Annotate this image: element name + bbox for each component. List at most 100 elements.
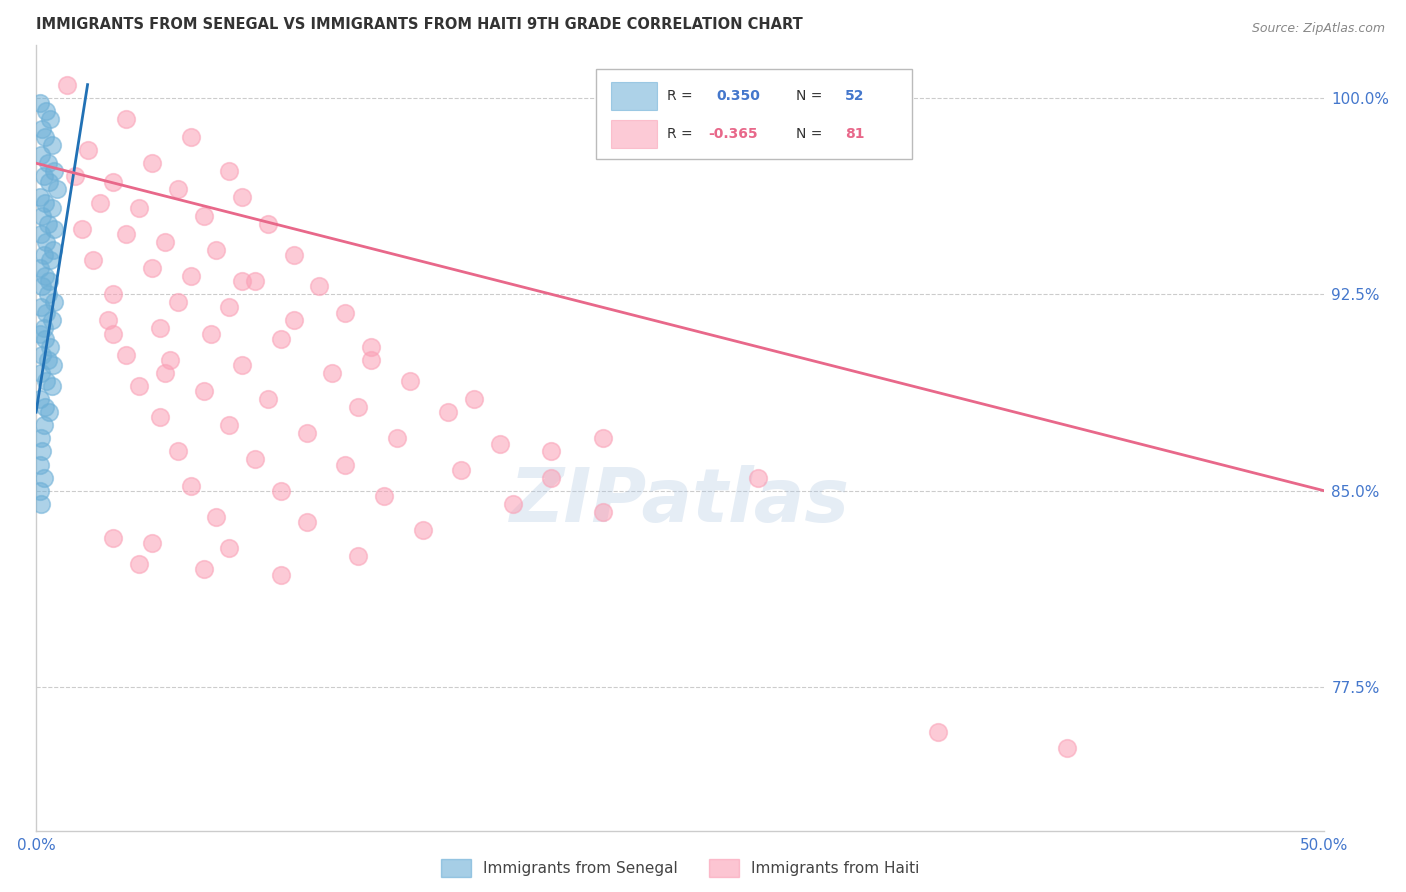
Point [28, 261, 51, 276]
Point [42, 358, 65, 372]
Point [540, 471, 562, 485]
Point [97, 313, 120, 327]
Point [32, 471, 55, 485]
Point [141, 261, 163, 276]
Point [141, 536, 163, 550]
Point [38, 274, 60, 288]
Point [39, 340, 62, 354]
Point [30, 497, 52, 511]
Point [28, 392, 51, 406]
Point [463, 392, 485, 406]
Point [592, 505, 614, 519]
Point [41, 379, 63, 393]
Point [37, 217, 59, 231]
Point [218, 164, 240, 178]
Point [360, 340, 382, 354]
Point [257, 392, 280, 406]
Point [437, 405, 460, 419]
Point [28, 190, 51, 204]
Point [141, 156, 163, 170]
Point [205, 243, 228, 257]
Point [41, 313, 63, 327]
FancyBboxPatch shape [610, 82, 657, 111]
Point [103, 326, 125, 341]
Point [31, 444, 53, 458]
Point [35, 235, 58, 249]
Point [205, 510, 228, 524]
Point [37, 156, 59, 170]
Point [270, 567, 292, 582]
Point [38, 405, 60, 419]
Point [63, 169, 86, 184]
Point [72, 221, 94, 235]
Point [747, 471, 769, 485]
Point [283, 313, 305, 327]
Point [927, 724, 949, 739]
Point [166, 444, 188, 458]
Text: IMMIGRANTS FROM SENEGAL VS IMMIGRANTS FROM HAITI 9TH GRADE CORRELATION CHART: IMMIGRANTS FROM SENEGAL VS IMMIGRANTS FR… [37, 17, 803, 32]
Text: -0.365: -0.365 [709, 127, 758, 141]
Point [30, 366, 52, 380]
Point [412, 523, 434, 537]
Point [231, 274, 253, 288]
Point [149, 321, 172, 335]
Point [502, 497, 524, 511]
Point [128, 557, 150, 571]
Point [30, 431, 52, 445]
Point [45, 182, 67, 196]
Point [1056, 740, 1078, 755]
Point [295, 515, 318, 529]
Point [231, 190, 253, 204]
Point [28, 458, 51, 472]
Point [103, 175, 125, 189]
Point [335, 458, 357, 472]
Point [28, 95, 51, 110]
Text: ZIPatlas: ZIPatlas [510, 465, 851, 538]
Point [385, 431, 408, 445]
Point [450, 463, 472, 477]
Point [89, 195, 111, 210]
Point [32, 418, 55, 433]
Point [37, 352, 59, 367]
Point [128, 379, 150, 393]
Point [592, 431, 614, 445]
Point [243, 452, 266, 467]
Point [218, 301, 240, 315]
Point [283, 248, 305, 262]
Point [149, 410, 172, 425]
Point [28, 483, 51, 498]
FancyBboxPatch shape [596, 69, 912, 160]
Point [39, 112, 62, 126]
Point [115, 347, 138, 361]
Point [35, 374, 58, 388]
Point [31, 209, 53, 223]
Point [166, 182, 188, 196]
Point [218, 418, 240, 433]
Point [153, 366, 176, 380]
Point [42, 243, 65, 257]
Point [159, 352, 181, 367]
Point [42, 221, 65, 235]
Point [347, 549, 370, 564]
Point [218, 541, 240, 556]
Point [35, 103, 58, 118]
Point [30, 301, 52, 315]
Point [193, 562, 215, 576]
Point [82, 253, 104, 268]
Point [180, 268, 202, 283]
Point [270, 483, 292, 498]
Point [103, 287, 125, 301]
Point [37, 287, 59, 301]
Point [32, 248, 55, 262]
Text: Source: ZipAtlas.com: Source: ZipAtlas.com [1251, 22, 1385, 36]
Point [34, 130, 56, 145]
Point [153, 235, 176, 249]
Point [41, 137, 63, 152]
Point [35, 305, 58, 319]
Point [200, 326, 222, 341]
FancyBboxPatch shape [610, 120, 657, 148]
Point [180, 130, 202, 145]
Point [41, 201, 63, 215]
Text: 0.350: 0.350 [716, 89, 761, 103]
Point [321, 366, 343, 380]
